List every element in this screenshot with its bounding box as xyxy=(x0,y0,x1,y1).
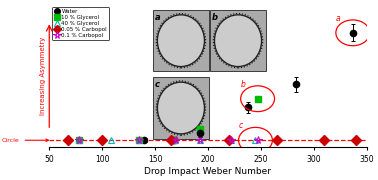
X-axis label: Drop Impact Weber Number: Drop Impact Weber Number xyxy=(144,167,271,176)
Text: Circle: Circle xyxy=(2,138,48,143)
Text: c: c xyxy=(239,122,243,130)
Ellipse shape xyxy=(157,82,204,134)
FancyBboxPatch shape xyxy=(153,77,209,139)
FancyBboxPatch shape xyxy=(210,10,266,71)
Text: c: c xyxy=(155,80,160,89)
Text: a: a xyxy=(336,14,340,23)
FancyBboxPatch shape xyxy=(153,10,209,71)
Legend: Water, 10 % Glycerol, 40 % Glycerol, 0.05 % Carbopol, 0.1 % Carbopol: Water, 10 % Glycerol, 40 % Glycerol, 0.0… xyxy=(52,7,109,40)
Ellipse shape xyxy=(157,15,204,67)
Text: b: b xyxy=(212,13,218,22)
Text: b: b xyxy=(240,80,245,89)
Ellipse shape xyxy=(214,15,262,67)
Y-axis label: Increasing Asymmetry: Increasing Asymmetry xyxy=(40,37,46,115)
Text: a: a xyxy=(155,13,161,22)
